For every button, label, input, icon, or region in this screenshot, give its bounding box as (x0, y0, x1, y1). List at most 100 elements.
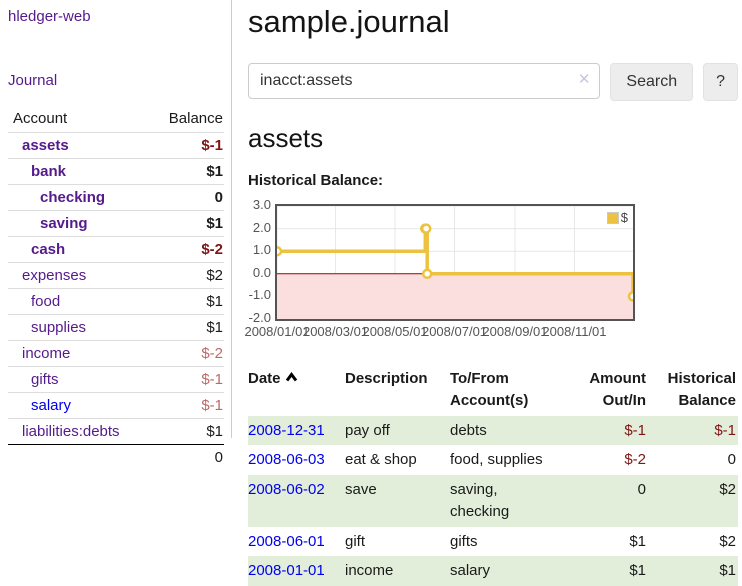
account-balance: $-1 (201, 137, 223, 154)
account-row: cash $-2 (8, 236, 224, 263)
account-link-gifts[interactable]: gifts (31, 371, 59, 388)
transaction-date-link[interactable]: 2008-06-03 (248, 451, 325, 469)
sidebar: hledger-web Journal Account Balance asse… (0, 0, 232, 466)
transaction-amount: $1 (629, 562, 646, 580)
transaction-amount: $-2 (624, 451, 646, 469)
search-form: ✕ Search ? (248, 63, 738, 101)
chart-plot-area: $ (275, 204, 635, 321)
transaction-date-link[interactable]: 2008-01-01 (248, 562, 325, 580)
account-link-expenses[interactable]: expenses (22, 267, 87, 284)
transaction-accounts: food, supplies (450, 451, 543, 469)
transaction-accounts: saving, checking (450, 481, 510, 520)
register-row: 2008-06-02 save saving, checking 0 $2 (248, 475, 738, 527)
page-title: sample.journal (248, 4, 450, 39)
account-row: income $-2 (8, 340, 224, 367)
account-balance: $2 (206, 267, 223, 284)
transaction-balance: $1 (719, 562, 736, 580)
search-input[interactable] (248, 63, 601, 99)
y-tick-label: 2.0 (252, 219, 271, 235)
register-row: 2008-06-01 gift gifts $1 $2 (248, 527, 738, 557)
transaction-description: save (345, 481, 377, 498)
transaction-balance: $2 (719, 481, 736, 498)
brand-link[interactable]: hledger-web (8, 8, 91, 25)
clear-search-icon[interactable]: ✕ (577, 71, 591, 88)
transaction-amount: $1 (629, 532, 646, 550)
account-balance: $1 (206, 163, 223, 180)
y-tick-label: -1.0 (248, 287, 271, 303)
accounts-header-account: Account (13, 110, 68, 127)
legend-swatch-icon (606, 211, 619, 224)
account-link-food[interactable]: food (31, 293, 61, 310)
transaction-balance: 0 (727, 451, 736, 469)
transaction-amount: 0 (637, 481, 646, 498)
account-link-liabilities-debts[interactable]: liabilities:debts (22, 423, 120, 440)
register-header-date[interactable]: Date (248, 366, 345, 416)
account-link-checking[interactable]: checking (40, 189, 106, 206)
account-row: saving $1 (8, 210, 224, 237)
account-row: expenses $2 (8, 262, 224, 289)
account-row: salary $-1 (8, 392, 224, 419)
account-row: assets $-1 (8, 132, 224, 159)
account-balance: $-1 (201, 397, 223, 414)
accounts-header-balance: Balance (168, 110, 223, 127)
accounts-table: Account Balance assets $-1 bank $1 check… (8, 107, 224, 470)
account-link-cash[interactable]: cash (31, 241, 66, 258)
chart-y-axis: 3.0 2.0 1.0 0.0 -1.0 -2.0 (248, 198, 271, 325)
transaction-description: income (345, 562, 394, 580)
account-link-saving[interactable]: saving (40, 215, 88, 232)
register-row: 2008-12-31 pay off debts $-1 $-1 (248, 415, 738, 446)
x-tick-label: 2008/07/01 (421, 324, 488, 339)
account-link-supplies[interactable]: supplies (31, 319, 87, 336)
register-header-description: Description (345, 370, 428, 387)
register-table: Date Description To/From Account(s) Amou… (248, 366, 738, 586)
account-row: food $1 (8, 288, 224, 315)
account-link-income[interactable]: income (22, 345, 71, 362)
transaction-date-link[interactable]: 2008-06-02 (248, 481, 325, 498)
account-balance: $-2 (201, 241, 223, 258)
transaction-date-link[interactable]: 2008-12-31 (248, 421, 325, 439)
account-balance: $1 (206, 423, 223, 440)
account-heading: assets (248, 123, 324, 153)
account-row: supplies $1 (8, 314, 224, 341)
legend-label: $ (620, 210, 628, 225)
account-balance: $1 (206, 319, 223, 336)
sort-ascending-icon (285, 368, 298, 390)
account-balance: $-1 (201, 371, 223, 388)
x-tick-label: 2008/01/01 (244, 324, 310, 339)
transaction-accounts: debts (450, 421, 487, 439)
account-row: bank $1 (8, 158, 224, 185)
help-button[interactable]: ? (703, 63, 738, 101)
y-tick-label: 0.0 (252, 264, 271, 280)
chart-title: Historical Balance: (248, 172, 384, 189)
register-header-accounts: To/From Account(s) (450, 370, 529, 409)
account-link-bank[interactable]: bank (31, 163, 67, 180)
transaction-description: eat & shop (345, 451, 417, 469)
x-tick-label: 2008/11/01 (542, 324, 607, 339)
register-header-balance: Historical Balance (667, 370, 736, 409)
y-tick-label: 3.0 (252, 197, 271, 212)
transaction-accounts: salary (450, 562, 491, 580)
account-balance: $1 (206, 293, 223, 310)
main-content: sample.journal ✕ Search ? assets Histori… (244, 0, 738, 586)
account-balance: $-2 (201, 345, 223, 362)
account-row: checking 0 (8, 184, 224, 211)
register-row: 2008-01-01 income salary $1 $1 (248, 556, 738, 586)
sidebar-item-journal[interactable]: Journal (8, 72, 58, 89)
account-balance: 0 (214, 189, 223, 206)
transaction-description: pay off (345, 421, 390, 439)
x-tick-label: 2008/03/01 (302, 324, 369, 339)
transaction-description: gift (345, 532, 366, 550)
x-tick-label: 2008/09/01 (482, 324, 548, 339)
transaction-accounts: gifts (450, 532, 478, 550)
account-link-salary[interactable]: salary (31, 397, 72, 414)
transaction-balance: $-1 (714, 421, 736, 439)
chart-x-axis: 2008/01/01 2008/03/01 2008/05/01 2008/07/01… (244, 324, 637, 340)
account-link-assets[interactable]: assets (22, 137, 69, 154)
accounts-total-row: 0 (8, 444, 224, 471)
transaction-date-link[interactable]: 2008-06-01 (248, 532, 325, 550)
y-tick-label: -2.0 (248, 310, 271, 325)
x-tick-label: 2008/05/01 (362, 324, 428, 339)
register-row: 2008-06-03 eat & shop food, supplies $-2… (248, 445, 738, 475)
y-tick-label: 1.0 (252, 242, 271, 258)
search-button[interactable]: Search (610, 63, 694, 101)
